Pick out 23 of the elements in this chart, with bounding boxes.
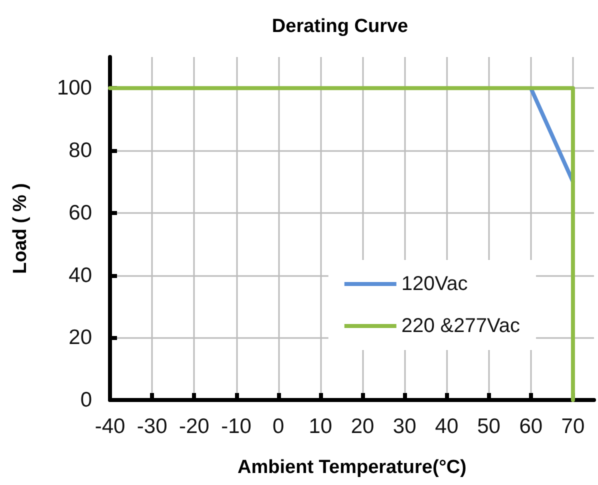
x-tick-label: -20 (178, 415, 210, 438)
x-tick-label: -40 (94, 415, 126, 438)
y-tick-label: 20 (68, 326, 92, 350)
y-axis-title: Load ( % ) (10, 183, 31, 274)
y-tick-label: 60 (68, 201, 92, 224)
x-tick-label: 20 (350, 415, 374, 438)
chart-title: Derating Curve (272, 16, 408, 37)
y-tick-label: 80 (68, 139, 92, 162)
x-tick-label: 40 (435, 415, 458, 438)
legend-label: 220 &277Vac (401, 315, 520, 337)
x-tick-label: 50 (477, 415, 500, 438)
y-tick-label: 0 (80, 388, 92, 412)
x-tick-label: 70 (561, 415, 585, 438)
x-axis-title: Ambient Temperature(°C) (238, 457, 466, 478)
legend-label: 120Vac (401, 273, 468, 295)
y-tick-label: 100 (56, 76, 92, 100)
x-tick-label: 0 (272, 415, 284, 438)
x-tick-label: 60 (519, 415, 543, 438)
x-tick-label: -10 (221, 415, 252, 438)
x-tick-label: 30 (392, 415, 416, 438)
x-tick-label: -30 (136, 415, 168, 438)
y-tick-label: 40 (68, 264, 92, 287)
x-tick-label: 10 (308, 415, 332, 438)
